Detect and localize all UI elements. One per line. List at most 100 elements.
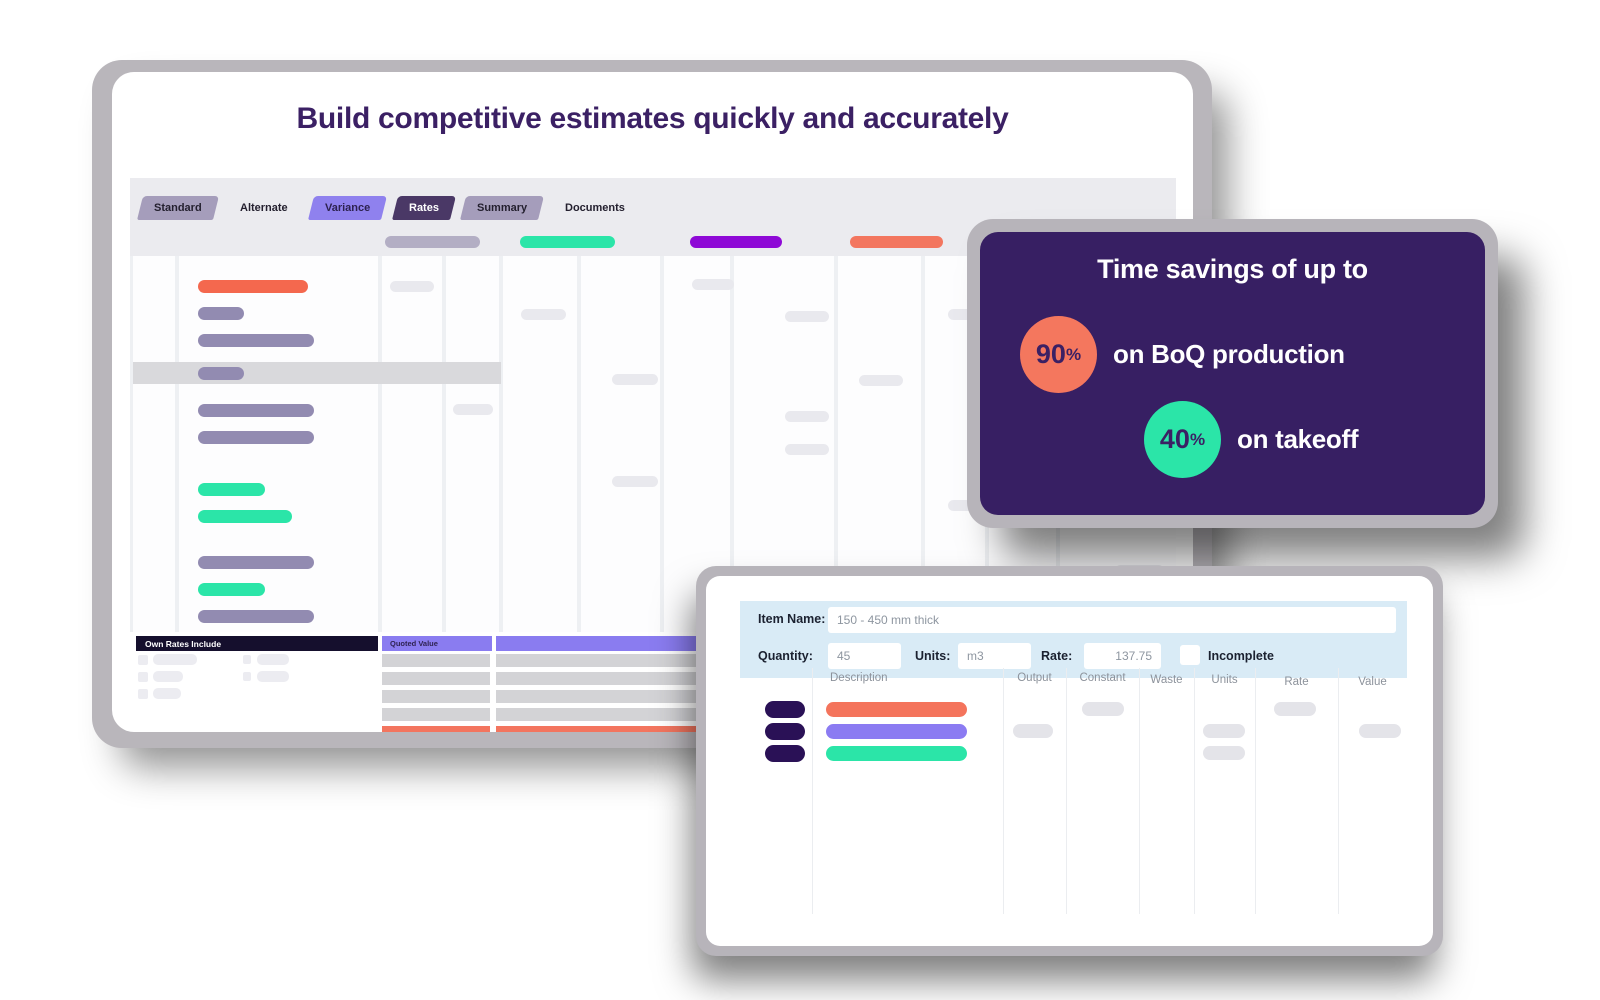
- skeleton-text: [198, 431, 314, 444]
- description-skeleton-coral: [826, 702, 967, 717]
- savings-title: Time savings of up to: [1097, 254, 1368, 284]
- column-divider: [1255, 668, 1256, 914]
- item-name-label: Item Name:: [758, 612, 826, 626]
- column-divider: [1194, 668, 1195, 914]
- col-header-rate: Rate: [1284, 676, 1309, 688]
- incomplete-label: Incomplete: [1208, 649, 1274, 663]
- skeleton-cell: [785, 311, 829, 322]
- own-rates-include-bar: Own Rates Include: [136, 636, 378, 651]
- gray-column-chip: [385, 236, 480, 248]
- skeleton-text-coral: [198, 280, 308, 293]
- description-skeleton-teal: [826, 746, 967, 761]
- row-handle[interactable]: [765, 745, 805, 762]
- col-header-waste: Waste: [1150, 674, 1183, 686]
- tab-summary[interactable]: Summary: [459, 196, 544, 220]
- skeleton-cell: [453, 404, 493, 415]
- skeleton-text: [198, 367, 244, 380]
- cell-skeleton-units: [1203, 746, 1245, 760]
- skeleton-label: [153, 688, 181, 699]
- cell-skeleton-constant: [1082, 702, 1124, 716]
- skeleton-text-teal: [198, 583, 265, 596]
- value-row: [382, 654, 490, 667]
- skeleton-cell: [612, 374, 658, 385]
- quantity-input[interactable]: [828, 643, 901, 669]
- col-header-constant: Constant: [1079, 672, 1126, 684]
- skeleton-text: [198, 556, 314, 569]
- units-label: Units:: [915, 649, 951, 663]
- skeleton-checkbox[interactable]: [138, 655, 148, 665]
- skeleton-label: [257, 654, 289, 665]
- skeleton-label: [257, 671, 289, 682]
- tab-standard[interactable]: Standard: [137, 196, 219, 220]
- rate-label: Rate:: [1041, 649, 1073, 663]
- column-divider: [1003, 668, 1004, 914]
- skeleton-text: [198, 610, 314, 623]
- value-row: [382, 708, 490, 721]
- skeleton-label: [153, 654, 197, 665]
- coral-column-chip: [850, 236, 943, 248]
- skeleton-text: [198, 334, 314, 347]
- grid-column: [581, 256, 660, 632]
- column-divider: [812, 668, 813, 914]
- col-header-description: Description: [830, 672, 888, 684]
- stat-boq: 90% on BoQ production: [1020, 316, 1345, 393]
- stat-label-takeoff: on takeoff: [1237, 424, 1359, 454]
- skeleton-cell: [521, 309, 566, 320]
- skeleton-checkbox[interactable]: [243, 672, 251, 681]
- description-skeleton-purple: [826, 724, 967, 739]
- percent-badge-90: 90%: [1020, 316, 1097, 393]
- tab-variance[interactable]: Variance: [308, 196, 388, 220]
- item-detail-card: Item Name: Quantity: Units: Rate: Incomp…: [706, 576, 1433, 946]
- skeleton-cell: [612, 476, 658, 487]
- stat-takeoff: 40% on takeoff: [1144, 401, 1359, 478]
- cell-skeleton-rate: [1274, 702, 1316, 716]
- teal-column-chip: [520, 236, 615, 248]
- skeleton-checkbox[interactable]: [243, 655, 251, 664]
- column-divider: [1139, 668, 1140, 914]
- column-divider: [1338, 668, 1339, 914]
- quantity-label: Quantity:: [758, 649, 813, 663]
- units-input[interactable]: [958, 643, 1031, 669]
- tab-bar: Standard Alternate Variance Rates Summar…: [137, 196, 639, 220]
- skeleton-checkbox[interactable]: [138, 689, 148, 699]
- quoted-value-bar: Quoted Value: [382, 636, 492, 651]
- column-divider: [1066, 668, 1067, 914]
- skeleton-checkbox[interactable]: [138, 672, 148, 682]
- tab-documents[interactable]: Documents: [564, 202, 625, 214]
- skeleton-cell: [785, 444, 829, 455]
- tab-alternate[interactable]: Alternate: [239, 202, 288, 214]
- skeleton-label: [153, 671, 183, 682]
- stat-label-boq: on BoQ production: [1113, 339, 1345, 369]
- skeleton-text: [198, 307, 244, 320]
- item-name-input[interactable]: [828, 607, 1396, 633]
- value-row: [382, 690, 490, 703]
- percent-badge-40: 40%: [1144, 401, 1221, 478]
- grid-column: [446, 256, 499, 632]
- grid-column: [133, 256, 175, 632]
- cell-skeleton-output: [1013, 724, 1053, 738]
- col-header-output: Output: [1017, 672, 1052, 684]
- purple-column-chip: [690, 236, 782, 248]
- skeleton-cell: [859, 375, 903, 386]
- value-row: [382, 672, 490, 685]
- cell-skeleton-units: [1203, 724, 1245, 738]
- time-savings-card: Time savings of up to 90% on BoQ product…: [980, 232, 1485, 515]
- page-title: Build competitive estimates quickly and …: [296, 102, 1009, 135]
- skeleton-cell: [390, 281, 434, 292]
- tab-rates[interactable]: Rates: [391, 196, 456, 220]
- skeleton-text-teal: [198, 510, 292, 523]
- selected-row-highlight[interactable]: [133, 362, 501, 384]
- cell-skeleton-value: [1359, 724, 1401, 738]
- grid-column: [382, 256, 442, 632]
- row-handle[interactable]: [765, 701, 805, 718]
- row-handle[interactable]: [765, 723, 805, 740]
- rate-input[interactable]: [1084, 643, 1161, 669]
- skeleton-cell: [785, 411, 829, 422]
- col-header-value: Value: [1358, 676, 1387, 688]
- incomplete-checkbox[interactable]: [1180, 645, 1200, 665]
- total-row-coral: [382, 726, 490, 732]
- skeleton-text: [198, 404, 314, 417]
- col-header-units: Units: [1211, 674, 1238, 686]
- skeleton-cell: [692, 279, 734, 290]
